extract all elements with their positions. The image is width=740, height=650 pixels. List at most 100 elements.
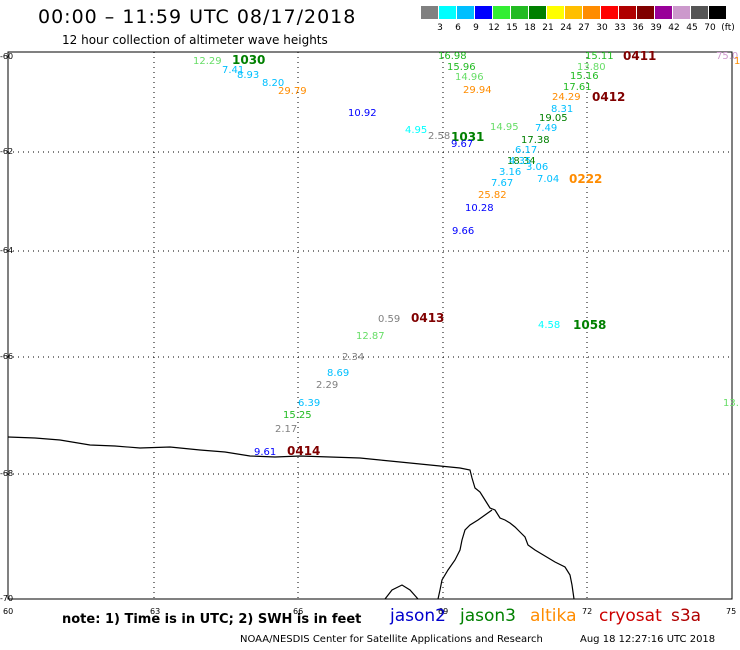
timestamp: Aug 18 12:27:16 UTC 2018 [580, 634, 716, 645]
wave-height-label: 9.61 [254, 447, 276, 458]
scale-label: 24 [560, 23, 572, 33]
wave-height-label: 24.29 [552, 92, 581, 103]
satellite-label-altika: altika [530, 606, 577, 626]
lon-label-69: 69 [438, 607, 448, 616]
wave-height-label: 2.58 [428, 131, 450, 142]
wave-height-label: 29.79 [278, 86, 307, 97]
scale-label: 30 [596, 23, 608, 33]
wave-height-label: 17.38 [521, 135, 550, 146]
scale-swatch [655, 6, 672, 19]
scale-swatch [673, 6, 690, 19]
pass-time-label: 0411 [623, 49, 656, 63]
wave-height-label: 7.67 [491, 178, 513, 189]
pass-time-label: 0413 [411, 311, 444, 325]
scale-swatch [529, 6, 546, 19]
credit-text: NOAA/NESDIS Center for Satellite Applica… [240, 634, 543, 645]
wave-height-label: 18.34 [507, 156, 536, 167]
lat-label-66: -66 [0, 352, 13, 361]
scale-swatch [457, 6, 474, 19]
scale-label: 39 [650, 23, 662, 33]
wave-height-label: 15.11 [585, 51, 614, 62]
note-text: note: 1) Time is in UTC; 2) SWH is in fe… [62, 612, 362, 627]
wave-height-label: 15.16 [570, 71, 599, 82]
scale-label: 70 [704, 23, 716, 33]
wave-height-label: 4.58 [538, 320, 560, 331]
wave-height-label: 15.96 [447, 62, 476, 73]
pass-time-label: 0412 [592, 90, 625, 104]
wave-height-label: 17.61 [563, 82, 592, 93]
scale-swatch [583, 6, 600, 19]
wave-height-label: 6.17 [515, 145, 537, 156]
wave-height-label: 4.95 [405, 125, 427, 136]
wave-height-label: 7.41 [222, 65, 244, 76]
scale-label: 45 [686, 23, 698, 33]
lat-label-62: -62 [0, 147, 13, 156]
lon-label-72: 72 [582, 607, 592, 616]
wave-height-label: 25.82 [478, 190, 507, 201]
lon-label-63: 63 [150, 607, 160, 616]
scale-swatch [637, 6, 654, 19]
wave-height-label: 15.25 [283, 410, 312, 421]
wave-height-label: 2.17 [275, 424, 297, 435]
wave-height-label: 0.59 [378, 314, 400, 325]
wave-height-label: 3.06 [526, 162, 548, 173]
scale-swatch [565, 6, 582, 19]
map-frame [7, 51, 733, 600]
page-title: 00:00 – 11:59 UTC 08/17/2018 [38, 6, 357, 28]
pass-time-label: 0414 [287, 444, 320, 458]
antarctic-coastline [7, 436, 575, 600]
lat-label-60: -60 [0, 52, 13, 61]
scale-label: (ft) [721, 23, 735, 33]
wave-height-label: 14.95 [490, 122, 519, 133]
lat-label-68: -68 [0, 469, 13, 478]
wave-height-label: 10.92 [348, 108, 377, 119]
wave-height-label: 7.04 [537, 174, 559, 185]
scale-swatch [439, 6, 456, 19]
scale-label: 15 [506, 23, 518, 33]
lon-label-66: 66 [293, 607, 303, 616]
antarctic-coastline-bay [437, 509, 493, 600]
pass-time-label: 0222 [569, 172, 602, 186]
satellite-label-jason3: jason3 [460, 606, 516, 626]
scale-swatch [475, 6, 492, 19]
wave-height-label: 8.20 [262, 78, 284, 89]
wave-height-label: 8.31 [551, 104, 573, 115]
wave-height-label: 13.80 [577, 62, 606, 73]
scale-swatch [601, 6, 618, 19]
scale-swatch [709, 6, 726, 19]
scale-label: 6 [455, 23, 461, 33]
wave-height-label: 12.87 [356, 331, 385, 342]
wave-height-label: 7.49 [535, 123, 557, 134]
wave-height-label: 9.67 [451, 139, 473, 150]
scale-swatch [547, 6, 564, 19]
lat-label-70: -70 [0, 594, 13, 603]
satellite-label-cryosat: cryosat [599, 606, 662, 626]
wave-height-label: 1031 [451, 130, 484, 144]
scale-label: 21 [542, 23, 554, 33]
scale-label: 18 [524, 23, 536, 33]
subtitle: 12 hour collection of altimeter wave hei… [62, 33, 328, 47]
wave-height-label: 10.28 [465, 203, 494, 214]
scale-label: 3 [437, 23, 443, 33]
satellite-label-s3a: s3a [671, 606, 702, 626]
wave-height-label: 16.98 [438, 51, 467, 62]
wave-height-label: 29.94 [463, 85, 492, 96]
wave-height-label: 75.0 [716, 51, 738, 62]
wave-height-label: 8.69 [327, 368, 349, 379]
pass-time-label: 1058 [573, 318, 606, 332]
wave-height-label: 9.66 [452, 226, 474, 237]
scale-label: 42 [668, 23, 680, 33]
wave-height-label: 4.35 [509, 156, 531, 167]
scale-swatch [511, 6, 528, 19]
map-gridlines [8, 52, 732, 599]
scale-swatch [691, 6, 708, 19]
wave-height-label: 14.96 [455, 72, 484, 83]
wave-height-label: 6.39 [298, 398, 320, 409]
wave-height-label: 1030 [232, 53, 265, 67]
wave-height-label: 12.29 [193, 56, 222, 67]
scale-label: 36 [632, 23, 644, 33]
wave-height-label: 8.93 [237, 70, 259, 81]
wave-height-label: 19.05 [539, 113, 568, 124]
antarctic-coastline-inlet [384, 584, 419, 600]
